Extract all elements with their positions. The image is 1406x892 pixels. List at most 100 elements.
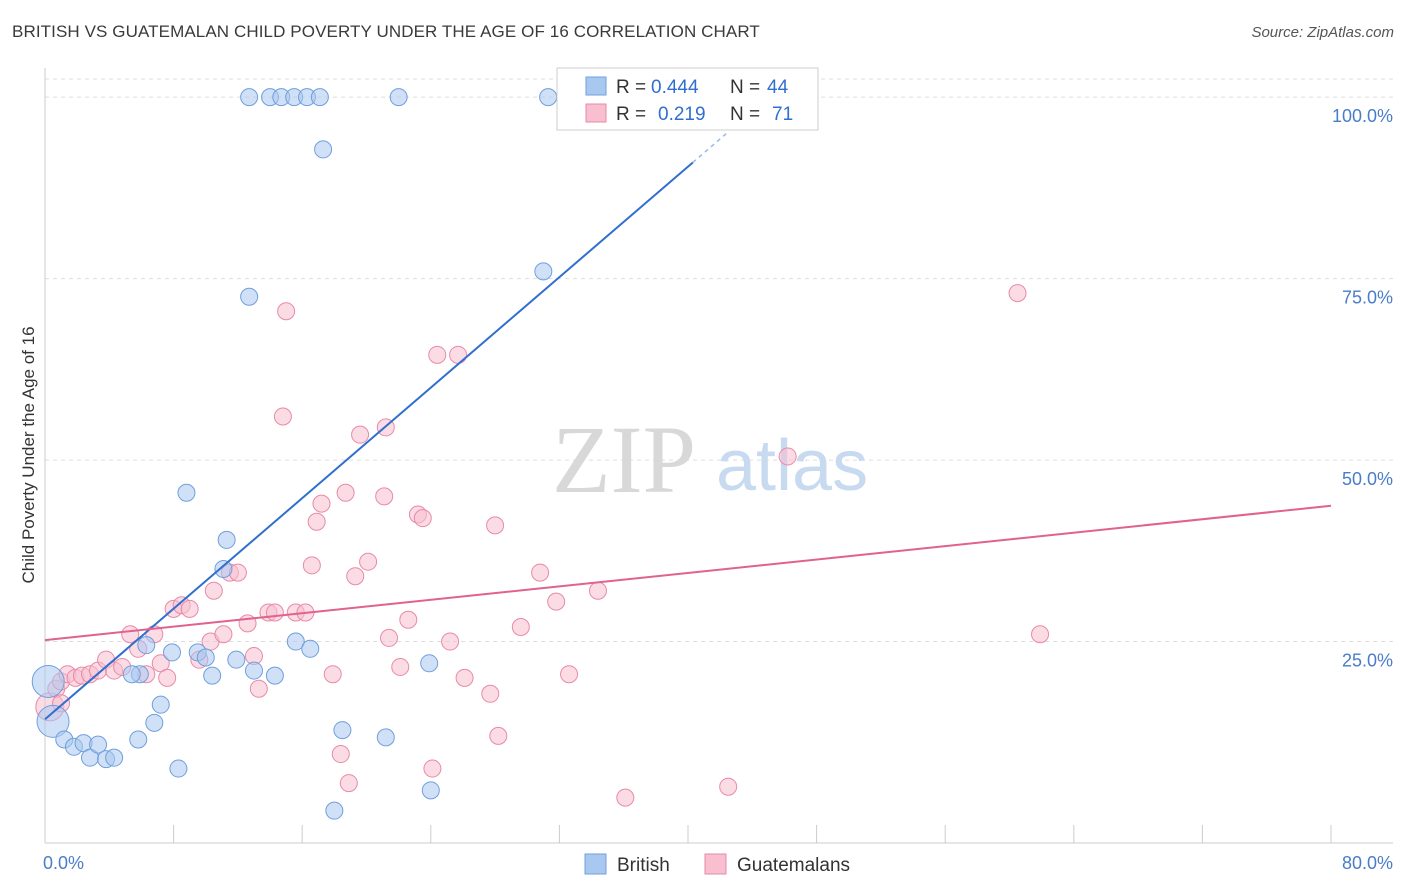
british-point	[151, 695, 170, 714]
guatemalans-point	[486, 516, 505, 535]
tick-labels: 100.0% 75.0% 50.0% 25.0% 0.0% 80.0%	[43, 106, 1393, 873]
x-tick-label: 0.0%	[43, 853, 84, 873]
guatemalans-point	[339, 774, 358, 793]
legend-r-label-british: R =	[616, 77, 646, 98]
guatemalans-point	[423, 759, 442, 778]
guatemalans-point	[511, 618, 530, 637]
guatemalans-point	[312, 494, 331, 513]
guatemalans-point	[359, 552, 378, 571]
british-point	[129, 730, 148, 749]
guatemalans-point	[323, 665, 342, 684]
y-tick-label: 100.0%	[1332, 106, 1393, 126]
guatemalans-point	[547, 592, 566, 611]
british-point	[420, 654, 439, 673]
british-point	[214, 559, 233, 578]
guatemalans-point	[265, 603, 284, 622]
legend-swatch-british	[585, 76, 607, 96]
guatemalans-point	[778, 447, 797, 466]
british-point	[389, 88, 408, 107]
bottom-swatch-guatemalans	[704, 853, 727, 875]
y-tick-label: 50.0%	[1342, 469, 1393, 489]
british-point	[89, 735, 108, 754]
british-point	[244, 661, 263, 680]
guatemalans-point	[380, 628, 399, 647]
y-tick-label: 75.0%	[1342, 288, 1393, 308]
british-point	[333, 721, 352, 740]
guatemalans-point	[331, 745, 350, 764]
trend-lines	[44, 131, 1332, 720]
guatemalans-point	[375, 487, 394, 506]
guatemalans-points	[35, 284, 1050, 807]
guatemalans-point	[214, 625, 233, 644]
guatemalans-point	[413, 509, 432, 528]
british-point	[265, 666, 284, 685]
bottom-legend-british: British	[617, 855, 670, 876]
british-points	[31, 88, 558, 820]
y-axis-label: Child Poverty Under the Age of 16	[19, 326, 38, 583]
chart-title: BRITISH VS GUATEMALAN CHILD POVERTY UNDE…	[12, 22, 760, 41]
british-point	[122, 665, 141, 684]
source-label: Source: ZipAtlas.com	[1251, 24, 1394, 41]
legend-n-label-british: N =	[730, 77, 760, 98]
guatemalans-trend-line	[44, 504, 1332, 642]
guatemalans-point	[1031, 625, 1050, 644]
british-point	[240, 88, 259, 107]
legend-n-label-guatemalans: N =	[730, 104, 760, 125]
guatemalans-point	[428, 345, 447, 364]
guatemalans-point	[249, 679, 268, 698]
guatemalans-point	[277, 302, 296, 321]
british-point	[145, 713, 164, 732]
guatemalans-point	[351, 425, 370, 444]
british-point	[227, 650, 246, 669]
british-point	[539, 88, 558, 107]
british-point	[217, 530, 236, 549]
guatemalans-point	[273, 407, 292, 426]
watermark-atlas: atlas	[716, 426, 868, 506]
legend-swatch-guatemalans	[585, 103, 607, 123]
guatemalans-point	[204, 581, 223, 600]
guatemalans-point	[391, 657, 410, 676]
guatemalans-point	[307, 512, 326, 531]
guatemalans-point	[1008, 284, 1027, 303]
guatemalans-point	[455, 668, 474, 687]
guatemalans-point	[481, 684, 500, 703]
british-point	[36, 704, 70, 738]
british-point	[286, 632, 305, 651]
british-point	[105, 748, 124, 767]
guatemalans-point	[616, 788, 635, 807]
british-point	[325, 801, 344, 820]
british-point	[162, 643, 181, 662]
guatemalans-point	[399, 610, 418, 629]
british-point	[240, 287, 259, 306]
guatemalans-point	[180, 599, 199, 618]
british-point	[31, 664, 65, 698]
british-point	[314, 140, 333, 159]
legend-n-british: 44	[767, 77, 789, 98]
legend-n-guatemalans: 71	[772, 104, 793, 125]
british-point	[301, 639, 320, 658]
watermark-zip: ZIP	[552, 406, 696, 513]
guatemalans-point	[560, 665, 579, 684]
british-point	[169, 759, 188, 778]
legend-box: R = 0.444 N = 44 R = 0.219 N = 71	[556, 67, 819, 131]
british-point	[177, 483, 196, 502]
british-point	[137, 636, 156, 655]
guatemalans-point	[302, 556, 321, 575]
legend-r-guatemalans: 0.219	[658, 104, 706, 125]
guatemalans-point	[531, 563, 550, 582]
british-point	[376, 728, 395, 747]
guatemalans-point	[346, 567, 365, 586]
british-trend-line	[44, 161, 694, 720]
legend-r-british: 0.444	[651, 77, 699, 98]
british-point	[421, 781, 440, 800]
british-point	[196, 648, 215, 667]
grid-lines	[45, 78, 1393, 643]
british-point	[203, 666, 222, 685]
bottom-legend-guatemalans: Guatemalans	[737, 855, 850, 876]
guatemalans-point	[441, 632, 460, 651]
x-tick-label: 80.0%	[1342, 853, 1393, 873]
bottom-swatch-british	[584, 853, 607, 875]
guatemalans-point	[489, 726, 508, 745]
y-tick-label: 25.0%	[1342, 651, 1393, 671]
